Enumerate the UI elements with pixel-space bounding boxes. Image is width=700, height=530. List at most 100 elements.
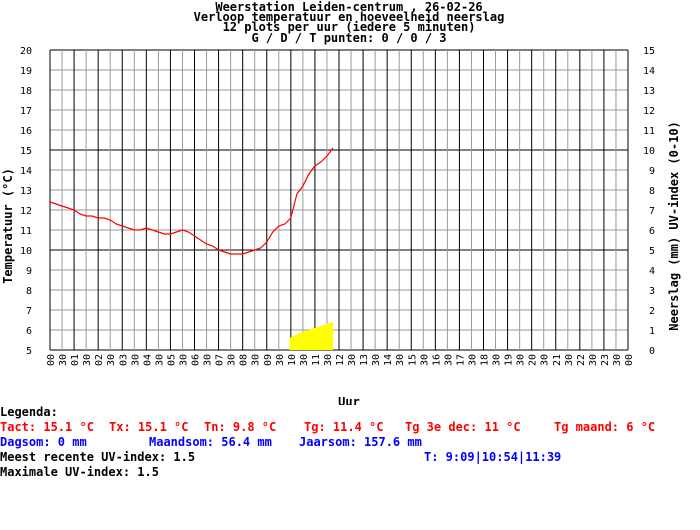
chart-title-line2: Verloop temperatuur en hoeveelheid neers…	[194, 10, 505, 24]
x-tick-minor-label: 30	[58, 354, 69, 366]
y-tick-label-left: 13	[20, 186, 32, 197]
y-tick-label-right: 5	[649, 246, 655, 257]
legend-tg: Tg: 11.4 °C	[304, 420, 384, 434]
y-tick-label-left: 18	[20, 86, 32, 97]
x-tick-minor-label: 30	[564, 354, 575, 366]
x-axis-label: Uur	[338, 395, 360, 405]
y-tick-label-right: 13	[643, 86, 655, 97]
x-tick-minor-label: 30	[347, 354, 358, 366]
y-tick-label-right: 0	[649, 346, 655, 357]
legend-tact: Tact: 15.1 °C	[0, 420, 94, 434]
x-tick-minor-label: 30	[540, 354, 551, 366]
legend-jaarsom: Jaarsom: 157.6 mm	[299, 435, 422, 449]
y-tick-label-right: 15	[643, 46, 655, 57]
x-tick-label: 00	[624, 354, 635, 366]
legend-maandsom: Maandsom: 56.4 mm	[149, 435, 272, 449]
legend-uv-times: T: 9:09|10:54|11:39	[424, 450, 562, 464]
y-tick-label-left: 16	[20, 126, 32, 137]
y-tick-label-left: 8	[26, 286, 32, 297]
x-tick-label: 19	[504, 354, 515, 366]
x-tick-minor-label: 30	[203, 354, 214, 366]
legend-tx: Tx: 15.1 °C	[109, 420, 189, 434]
x-tick-minor-label: 30	[299, 354, 310, 366]
x-tick-label: 18	[480, 354, 491, 366]
x-tick-minor-label: 30	[130, 354, 141, 366]
legend-tgmaand: Tg maand: 6 °C	[554, 420, 656, 434]
x-tick-label: 09	[263, 354, 274, 366]
legend-uv-recent: Meest recente UV-index: 1.5	[0, 450, 196, 464]
y-axis-label-right: Neerslag (mm) UV-index (0-10)	[667, 121, 681, 331]
x-tick-label: 02	[94, 354, 105, 366]
y-tick-label-left: 10	[20, 246, 32, 257]
x-tick-label: 08	[239, 354, 250, 366]
x-tick-label: 12	[335, 354, 346, 366]
x-tick-label: 07	[215, 354, 226, 366]
x-tick-minor-label: 30	[419, 354, 430, 366]
y-tick-label-left: 20	[20, 46, 32, 57]
y-tick-label-right: 8	[649, 186, 655, 197]
y-tick-label-right: 12	[643, 106, 655, 117]
y-tick-label-left: 6	[26, 326, 32, 337]
chart: Weerstation Leiden-centrum , 26-02-26 Ve…	[1, 0, 681, 405]
x-tick-minor-label: 30	[178, 354, 189, 366]
x-tick-minor-label: 30	[612, 354, 623, 366]
x-tick-label: 14	[383, 354, 394, 366]
legend-tg3: Tg 3e dec: 11 °C	[405, 420, 521, 434]
x-tick-label: 23	[600, 354, 611, 366]
y-tick-label-left: 19	[20, 66, 32, 77]
y-tick-label-left: 7	[26, 306, 32, 317]
y-tick-label-right: 11	[643, 126, 655, 137]
x-tick-minor-label: 30	[275, 354, 286, 366]
x-tick-minor-label: 30	[443, 354, 454, 366]
x-tick-minor-label: 30	[251, 354, 262, 366]
legend-title: Legenda:	[0, 405, 58, 419]
x-tick-minor-label: 30	[516, 354, 527, 366]
x-tick-label: 22	[576, 354, 587, 366]
x-tick-label: 03	[118, 354, 129, 366]
chart-title-line3: 12 plots per uur (iedere 5 minuten)	[223, 20, 476, 34]
y-tick-label-right: 4	[649, 266, 655, 277]
x-tick-label: 05	[166, 354, 177, 366]
x-tick-minor-label: 30	[371, 354, 382, 366]
x-tick-minor-label: 30	[588, 354, 599, 366]
x-tick-label: 06	[191, 354, 202, 366]
legend-uv-max: Maximale UV-index: 1.5	[0, 465, 159, 479]
x-tick-minor-label: 30	[227, 354, 238, 366]
temperature-line	[49, 147, 334, 255]
x-tick-label: 01	[70, 354, 81, 366]
uv-area	[289, 322, 333, 350]
x-tick-label: 13	[359, 354, 370, 366]
chart-title-line1: Weerstation Leiden-centrum , 26-02-26	[215, 0, 482, 14]
y-tick-label-left: 15	[20, 146, 32, 157]
y-tick-label-right: 10	[643, 146, 655, 157]
y-tick-label-left: 12	[20, 206, 32, 217]
x-tick-label: 15	[407, 354, 418, 366]
x-tick-label: 16	[431, 354, 442, 366]
x-tick-label: 10	[287, 354, 298, 366]
y-axis-label-left: Temperatuur (°C)	[1, 168, 15, 284]
x-tick-minor-label: 30	[467, 354, 478, 366]
x-tick-label: 20	[528, 354, 539, 366]
y-tick-label-right: 3	[649, 286, 655, 297]
x-tick-minor-label: 30	[492, 354, 503, 366]
y-tick-label-right: 14	[643, 66, 655, 77]
x-tick-minor-label: 30	[154, 354, 165, 366]
y-tick-label-right: 6	[649, 226, 655, 237]
y-tick-label-left: 9	[26, 266, 32, 277]
y-tick-label-left: 17	[20, 106, 32, 117]
legend-tn: Tn: 9.8 °C	[204, 420, 277, 434]
x-tick-minor-label: 30	[395, 354, 406, 366]
y-tick-label-left: 11	[20, 226, 32, 237]
x-tick-label: 17	[455, 354, 466, 366]
x-tick-label: 00	[46, 354, 57, 366]
x-tick-label: 21	[552, 354, 563, 366]
x-tick-minor-label: 30	[106, 354, 117, 366]
y-tick-label-right: 2	[649, 306, 655, 317]
y-tick-label-left: 14	[20, 166, 32, 177]
y-tick-label-left: 5	[26, 346, 32, 357]
x-tick-label: 11	[311, 354, 322, 366]
legend-dagsom: Dagsom: 0 mm	[0, 435, 87, 449]
x-tick-label: 04	[142, 354, 153, 366]
x-tick-minor-label: 30	[82, 354, 93, 366]
y-tick-label-right: 1	[649, 326, 655, 337]
